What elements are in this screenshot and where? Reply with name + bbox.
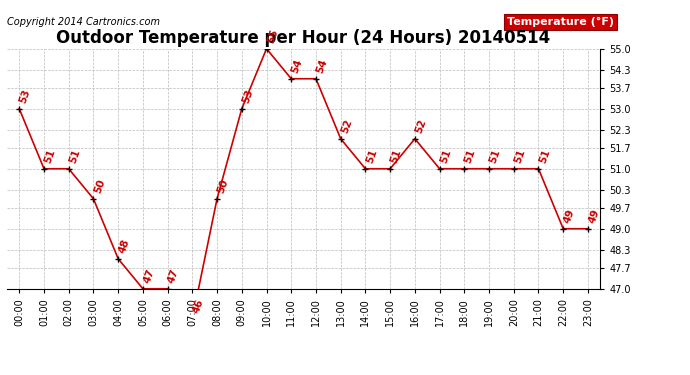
- Text: 51: 51: [488, 148, 502, 165]
- Text: 49: 49: [586, 208, 601, 225]
- Text: Temperature (°F): Temperature (°F): [507, 17, 614, 27]
- Text: 46: 46: [191, 298, 206, 315]
- Text: 51: 51: [364, 148, 379, 165]
- Text: 51: 51: [389, 148, 403, 165]
- Text: 53: 53: [18, 88, 32, 105]
- Text: 51: 51: [463, 148, 477, 165]
- Text: 51: 51: [438, 148, 453, 165]
- Text: 51: 51: [538, 148, 551, 165]
- Text: 54: 54: [290, 58, 304, 75]
- Text: 51: 51: [43, 148, 57, 165]
- Text: 52: 52: [339, 118, 354, 135]
- Text: 50: 50: [92, 178, 106, 195]
- Text: 47: 47: [166, 268, 181, 285]
- Text: 50: 50: [216, 178, 230, 195]
- Text: 48: 48: [117, 238, 131, 255]
- Text: 54: 54: [315, 58, 329, 75]
- Text: 49: 49: [562, 208, 576, 225]
- Title: Outdoor Temperature per Hour (24 Hours) 20140514: Outdoor Temperature per Hour (24 Hours) …: [57, 29, 551, 47]
- Text: 52: 52: [413, 118, 428, 135]
- Text: 55: 55: [265, 28, 279, 45]
- Text: 53: 53: [241, 88, 255, 105]
- Text: 47: 47: [141, 268, 156, 285]
- Text: 51: 51: [68, 148, 82, 165]
- Text: Copyright 2014 Cartronics.com: Copyright 2014 Cartronics.com: [7, 17, 160, 27]
- Text: 51: 51: [513, 148, 527, 165]
